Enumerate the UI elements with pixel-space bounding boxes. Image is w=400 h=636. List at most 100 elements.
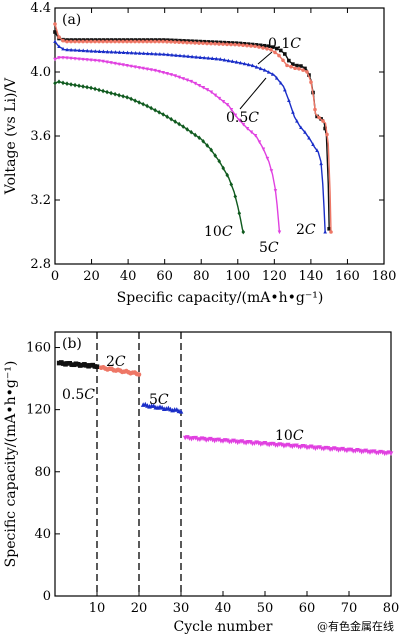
series-2C-point [109,49,114,54]
series-01C-point [53,30,57,34]
chart-a-ytick-label: 3.2 [30,193,51,208]
series-01C-point [278,48,283,53]
series-05C-point [97,39,101,44]
series-01C-point [234,41,239,45]
series-5C-line [54,56,281,233]
series-05C-point [305,70,309,74]
series-2C-point [311,142,315,147]
series-5C-point [193,81,198,86]
series-5C-point [257,140,262,145]
series-2C-point [202,55,206,60]
chart-a-xtick-label: 180 [372,269,397,284]
chart-a-label-01C: 0.1C [268,36,301,52]
series-05C-point [245,43,249,48]
chart-a-xtick-label: 20 [83,269,100,284]
series-2C-point [166,52,170,57]
series-01C-point [218,40,223,45]
series-05C-point [177,40,181,45]
series-10C-point [157,109,161,115]
series-5C-point [213,93,218,98]
series-10C-point [165,114,169,120]
series-05C-point [261,46,265,50]
chart-a-ytick-label: 3.6 [30,129,51,144]
series-2C-point [238,60,243,65]
series-05C-point [193,41,197,45]
chart-b-xtick-label: 80 [383,601,400,616]
series-01C-point [186,39,190,43]
series-2C-point [274,76,279,80]
series-05C-point [81,39,85,44]
series-10C-point [53,80,57,86]
series-01C-point [222,40,227,45]
series-05C-point [117,39,121,44]
series-5C-point [249,130,254,135]
chart-b-series [56,360,394,457]
series-01C-point [226,40,231,45]
series-5C-point [265,156,270,161]
series-10C-point [185,127,189,132]
series-05C-point [181,40,185,45]
series-2C-point [299,125,303,130]
series-10C-point [205,143,210,148]
series-5C-point [237,118,242,123]
segment-10C-point [388,451,394,456]
series-05C-point [73,39,77,44]
series-05C-point [129,39,133,44]
series-10C-point [61,80,65,86]
chart-b-xtick-label: 60 [299,601,316,616]
series-01C-point [254,43,259,47]
series-05C-point [249,44,253,48]
chart-a-annotations: 0.1C 0.5C 2C 5C 10C [204,36,316,256]
series-2C-point [210,56,215,61]
series-05C-point [109,39,113,44]
series-5C-point [261,147,266,152]
series-5C-point [89,58,93,63]
segment-2C-point [136,372,142,377]
series-01C-point [327,227,331,231]
chart-a-label-05C: 0.5C [226,110,259,126]
series-01C-point [202,39,206,44]
series-5C-point [165,72,170,76]
series-05C-point [237,43,241,47]
segment-5C-point [178,409,184,414]
series-2C-point [266,70,271,74]
series-5C-point [149,68,153,72]
series-2C-point [186,54,190,58]
series-05C-point [317,115,321,120]
series-05C-point [105,39,109,44]
series-10C-point [125,94,129,100]
series-10C [53,79,246,235]
series-01C-point [299,64,303,68]
series-5C-point [157,69,162,74]
series-10C-point [93,86,97,92]
series-2C-point [246,62,251,67]
series-2C-point [97,49,102,53]
chart-b-ytick-label: 120 [26,403,51,418]
series-5C-point [141,66,145,71]
series-2C-point [77,48,81,52]
series-2C-point [69,47,73,52]
series-2C-point [174,53,178,57]
series-5C-point [205,88,210,92]
series-2C-point [85,48,90,53]
series-01C-point [214,40,219,45]
series-05C-point [145,39,149,44]
series-05C-point [53,22,57,26]
series-2C-point [53,39,57,44]
series-01C-point [266,44,271,48]
segment-10C-point [239,439,245,444]
series-05C-point [85,39,89,44]
series-5C-point [121,63,125,67]
segment-10C-point [216,437,222,443]
series-2C-point [254,65,259,69]
series-2C-point [214,56,219,61]
series-10C-point [149,105,153,111]
series-5C-point [233,113,238,118]
segment-10C-point [193,435,198,441]
series-2C-point [121,50,126,55]
series-5C-point [145,67,149,72]
segment-10C-point [294,443,299,449]
series-5C-point [73,57,77,61]
series-5C-point [181,77,186,81]
series-2C-point [137,51,142,55]
